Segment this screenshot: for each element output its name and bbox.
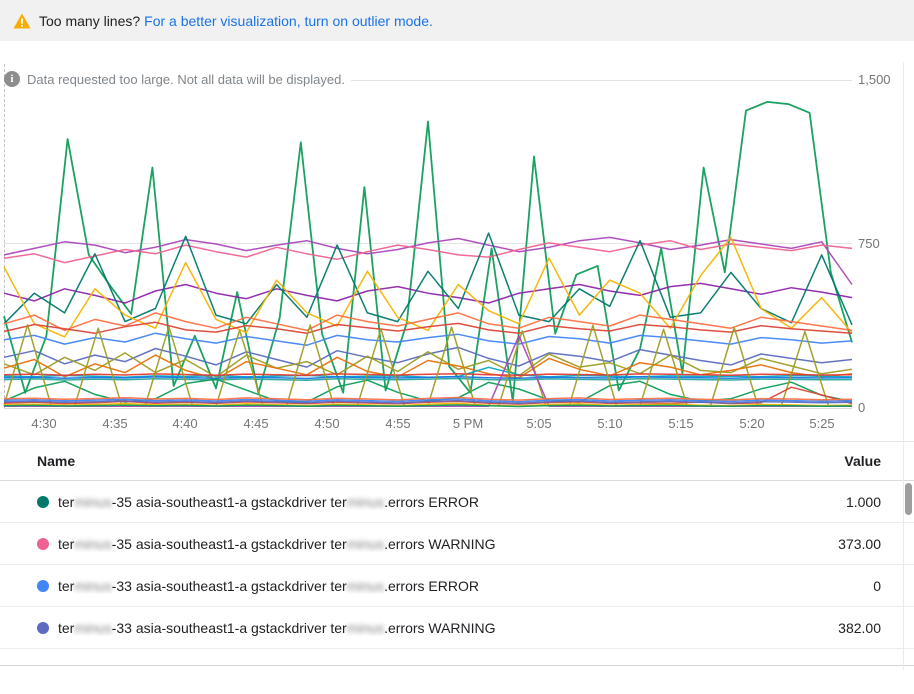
x-tick-label: 5:15 bbox=[668, 416, 694, 431]
x-tick-label: 5 PM bbox=[452, 416, 484, 431]
series-color-dot bbox=[37, 495, 49, 508]
legend-row[interactable]: terminus-33 asia-southeast1-a gstackdriv… bbox=[0, 607, 914, 649]
x-tick-label: 4:50 bbox=[314, 416, 340, 431]
redacted-segment: minus bbox=[74, 535, 112, 552]
x-tick-label: 4:45 bbox=[243, 416, 269, 431]
x-tick-label: 4:35 bbox=[102, 416, 128, 431]
name-segment: -33 asia-southeast1-a gstackdriver ter bbox=[111, 577, 347, 594]
x-tick-label: 4:40 bbox=[172, 416, 198, 431]
legend-row[interactable]: terminus-35 asia-southeast1-a gstackdriv… bbox=[0, 523, 914, 565]
legend-header-row: Name Value bbox=[0, 442, 914, 481]
series-color-dot bbox=[37, 537, 49, 550]
y-tick-label: 1,500 bbox=[858, 72, 891, 87]
x-tick-label: 4:30 bbox=[31, 416, 57, 431]
series-name: terminus-33 asia-southeast1-a gstackdriv… bbox=[58, 578, 873, 594]
series-value: 1.000 bbox=[845, 493, 881, 510]
name-segment: ter bbox=[58, 535, 75, 552]
x-tick-label: 5:10 bbox=[597, 416, 623, 431]
notice-text: Data requested too large. Not all data w… bbox=[27, 71, 351, 87]
redacted-segment: minus bbox=[346, 577, 385, 594]
info-icon: i bbox=[4, 71, 20, 87]
series-name: terminus-35 asia-southeast1-a gstackdriv… bbox=[58, 536, 838, 552]
plot-left-dashed-edge bbox=[4, 64, 5, 408]
series-value: 0 bbox=[873, 577, 881, 594]
redacted-segment: minus bbox=[74, 619, 112, 636]
scrollbar-thumb[interactable] bbox=[905, 483, 912, 515]
data-truncated-notice: i Data requested too large. Not all data… bbox=[4, 71, 351, 87]
name-segment: .errors ERROR bbox=[384, 493, 479, 510]
chart-svg bbox=[3, 100, 853, 408]
timeseries-chart-plot[interactable] bbox=[3, 80, 853, 408]
x-tick-label: 5:20 bbox=[739, 416, 765, 431]
name-segment: -33 asia-southeast1-a gstackdriver ter bbox=[111, 619, 347, 636]
name-segment: .errors ERROR bbox=[384, 577, 479, 594]
outlier-mode-link[interactable]: For a better visualization, turn on outl… bbox=[144, 12, 433, 29]
gridline-1500 bbox=[327, 80, 852, 81]
redacted-segment: minus bbox=[346, 493, 385, 510]
x-tick-label: 4:55 bbox=[385, 416, 411, 431]
x-tick-label: 5:05 bbox=[526, 416, 552, 431]
y-tick-label: 750 bbox=[858, 236, 880, 251]
name-segment: -35 asia-southeast1-a gstackdriver ter bbox=[111, 493, 347, 510]
series-value: 382.00 bbox=[838, 619, 881, 636]
legend-footer bbox=[0, 649, 914, 666]
series-name: terminus-33 asia-southeast1-a gstackdriv… bbox=[58, 620, 838, 636]
x-tick-label: 5:25 bbox=[809, 416, 835, 431]
series-value: 373.00 bbox=[838, 535, 881, 552]
panel-right-edge bbox=[903, 62, 904, 670]
name-segment: ter bbox=[58, 493, 75, 510]
warning-triangle-icon bbox=[13, 13, 31, 28]
name-segment: ter bbox=[58, 619, 75, 636]
redacted-segment: minus bbox=[346, 535, 385, 552]
gridline-0 bbox=[4, 408, 852, 409]
name-segment: -35 asia-southeast1-a gstackdriver ter bbox=[111, 535, 347, 552]
series-color-dot bbox=[37, 621, 49, 634]
banner-text: Too many lines? bbox=[39, 12, 141, 29]
x-axis: 4:30 4:35 4:40 4:45 4:50 4:55 5 PM 5:05 … bbox=[4, 416, 852, 432]
warning-banner: Too many lines? For a better visualizati… bbox=[0, 0, 914, 41]
y-tick-label: 0 bbox=[858, 400, 866, 415]
legend-table: Name Value terminus-35 asia-southeast1-a… bbox=[0, 441, 914, 666]
redacted-segment: minus bbox=[346, 619, 385, 636]
redacted-segment: minus bbox=[74, 577, 112, 594]
series-color-dot bbox=[37, 579, 49, 592]
legend-row[interactable]: terminus-33 asia-southeast1-a gstackdriv… bbox=[0, 565, 914, 607]
name-segment: ter bbox=[58, 577, 75, 594]
legend-header-value[interactable]: Value bbox=[844, 453, 881, 469]
series-name: terminus-35 asia-southeast1-a gstackdriv… bbox=[58, 494, 846, 510]
name-segment: .errors WARNING bbox=[384, 535, 496, 552]
legend-row[interactable]: terminus-35 asia-southeast1-a gstackdriv… bbox=[0, 481, 914, 523]
redacted-segment: minus bbox=[74, 493, 112, 510]
legend-header-name[interactable]: Name bbox=[37, 453, 76, 469]
name-segment: .errors WARNING bbox=[384, 619, 496, 636]
